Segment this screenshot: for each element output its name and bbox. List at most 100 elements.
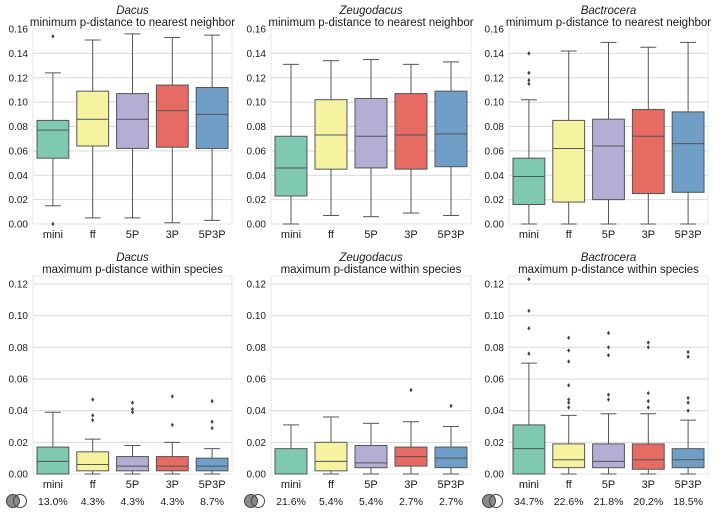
outlier-point — [210, 425, 214, 431]
x-tick-label: 5P — [364, 229, 377, 241]
x-tick-label: 5P3P — [438, 479, 465, 491]
outlier-point — [606, 345, 611, 350]
outlier-point — [686, 395, 690, 401]
box-5P — [592, 330, 625, 475]
box-iqr — [76, 90, 110, 147]
box-3P — [155, 394, 189, 475]
percentage-label: 18.5% — [673, 496, 703, 508]
y-tick-label: 0.08 — [485, 122, 505, 133]
y-tick-label: 0.00 — [9, 220, 29, 231]
box-5P3P — [434, 403, 468, 475]
outlier-point — [646, 391, 650, 396]
panel-title: maximum p-distance within species — [518, 264, 699, 276]
outlier-point — [527, 51, 531, 56]
percentage-label: 4.3% — [81, 496, 105, 508]
x-tick-label: ff — [90, 479, 97, 491]
panel-title: minimum p-distance to nearest neighbor — [30, 17, 235, 29]
outlier-point — [567, 400, 571, 405]
box-iqr — [434, 446, 468, 469]
box-iqr — [116, 456, 149, 472]
box-3P — [394, 63, 428, 214]
x-tick-label: ff — [566, 479, 573, 491]
box-5P — [116, 400, 149, 475]
y-tick-label: 0.10 — [247, 311, 267, 322]
box-iqr — [195, 87, 229, 149]
x-tick-label: 5P — [364, 479, 377, 491]
outlier-point — [606, 397, 611, 402]
outlier-point — [646, 345, 650, 350]
y-tick-label: 0.06 — [9, 374, 29, 385]
y-tick-label: 0.02 — [485, 438, 505, 449]
outlier-point — [686, 349, 690, 355]
outlier-point — [130, 410, 135, 415]
outlier-point — [567, 359, 571, 364]
percentage-label: 5.4% — [319, 496, 343, 508]
outlier-point — [606, 392, 611, 397]
box-mini — [274, 63, 308, 225]
box-iqr — [394, 93, 428, 170]
panel-genus-title: Bactrocera — [581, 5, 637, 17]
box-iqr — [314, 441, 348, 472]
panel-title: minimum p-distance to nearest neighbor — [268, 17, 473, 29]
chart-panel-3: 0.00 0.02 0.04 0.06 0.08 0.10 0.12 0.14 0.16 Bact… — [485, 5, 712, 241]
box-ff — [76, 397, 110, 475]
x-tick-label: 3P — [166, 229, 179, 241]
outlier-point — [210, 398, 214, 404]
y-tick-label: 0.16 — [247, 25, 267, 36]
chart-panel-1: 0.00 0.02 0.04 0.06 0.08 0.10 0.12 0.14 0.16 Dacu… — [9, 5, 236, 241]
x-tick-label: 5P3P — [438, 229, 465, 241]
y-tick-label: 0.12 — [247, 73, 267, 84]
overlapping-circles-icon — [244, 494, 265, 508]
x-tick-label: ff — [328, 479, 335, 491]
percentage-label: 34.7% — [514, 496, 544, 508]
x-tick-label: 5P — [602, 479, 615, 491]
y-tick-label: 0.10 — [485, 311, 505, 322]
outlier-point — [527, 308, 531, 314]
box-iqr — [512, 424, 546, 475]
panel-genus-title: Dacus — [116, 5, 149, 17]
outlier-point — [527, 326, 531, 331]
box-iqr — [592, 118, 625, 201]
box-3P — [631, 340, 665, 475]
box-iqr — [314, 99, 348, 170]
outlier-point — [567, 335, 571, 340]
x-tick-label: 5P — [126, 479, 139, 491]
x-tick-label: 3P — [642, 479, 655, 491]
y-tick-label: 0.06 — [247, 374, 267, 385]
y-tick-label: 0.16 — [485, 25, 505, 36]
box-iqr — [354, 444, 388, 469]
box-mini — [512, 51, 546, 225]
x-tick-label: 5P — [602, 229, 615, 241]
x-tick-label: 5P — [126, 229, 139, 241]
y-tick-label: 0.02 — [9, 438, 29, 449]
percentage-label: 8.7% — [200, 496, 224, 508]
outlier-point — [527, 70, 531, 76]
outlier-point — [210, 419, 214, 424]
box-5P — [354, 58, 388, 218]
x-tick-label: 5P3P — [675, 229, 702, 241]
box-iqr — [434, 90, 468, 168]
box-iqr — [592, 443, 625, 469]
box-iqr — [76, 451, 110, 472]
box-iqr — [195, 457, 229, 472]
outlier-point — [91, 417, 95, 423]
y-tick-label: 0.08 — [9, 122, 29, 133]
box-iqr — [631, 108, 665, 195]
box-3P — [631, 46, 665, 225]
y-tick-label: 0.14 — [9, 49, 29, 60]
box-iqr — [155, 84, 189, 148]
outlier-point — [130, 406, 135, 412]
x-tick-label: 3P — [404, 479, 417, 491]
panel-genus-title: Dacus — [116, 252, 149, 264]
y-tick-label: 0.00 — [485, 470, 505, 481]
y-tick-label: 0.14 — [485, 49, 505, 60]
x-tick-label: mini — [519, 229, 539, 241]
box-iqr — [512, 157, 546, 205]
percentage-label: 22.6% — [554, 496, 584, 508]
box-iqr — [671, 111, 705, 193]
box-iqr — [274, 135, 308, 197]
outlier-point — [91, 397, 95, 402]
x-tick-label: mini — [43, 229, 63, 241]
y-tick-label: 0.06 — [485, 374, 505, 385]
x-tick-label: mini — [281, 479, 301, 491]
